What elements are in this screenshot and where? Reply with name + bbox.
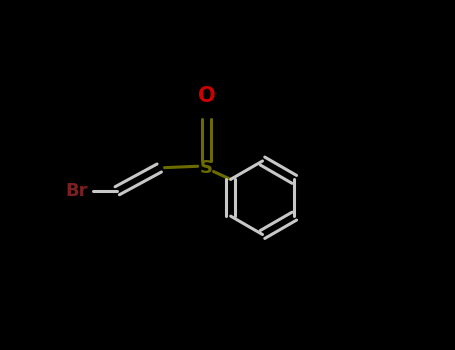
Text: O: O [197, 86, 215, 106]
Text: Br: Br [66, 182, 88, 200]
Text: S: S [200, 159, 213, 177]
